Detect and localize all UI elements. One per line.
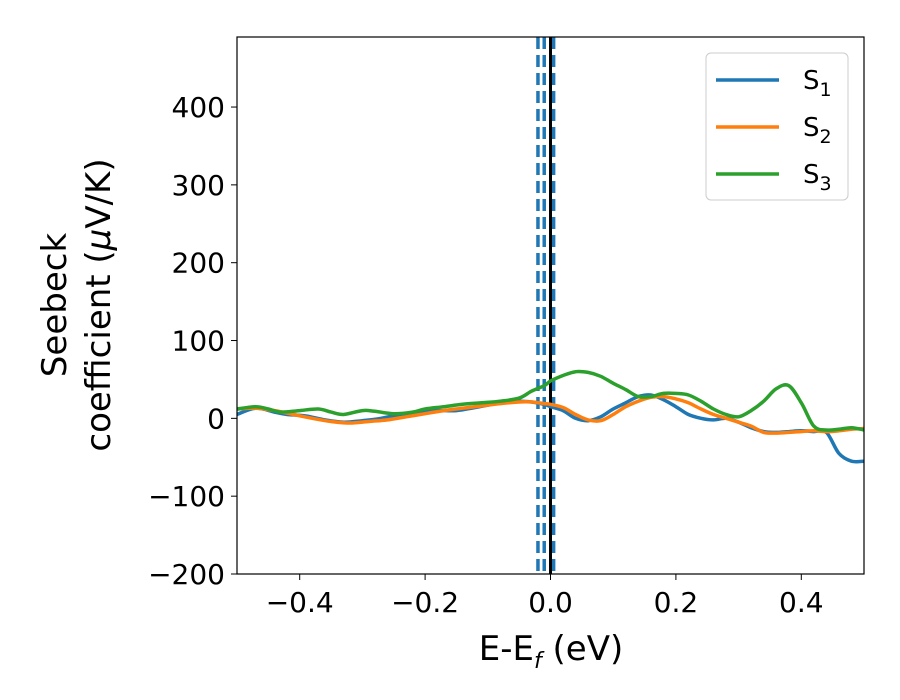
y-tick-label: 300 [172,169,225,202]
y-axis-title-line2: coefficient (μV/K) [79,158,119,451]
series-line-s3 [237,369,864,432]
series-line-s2 [237,394,864,435]
x-tick-label: 0.2 [654,586,699,619]
x-axis-title: E-Ef (eV) [479,629,624,674]
y-tick-label: −100 [148,480,225,513]
x-axis-title-subscript: f [534,649,545,674]
y-tick-label: 400 [172,91,225,124]
legend-label-s1: S1 [803,66,832,101]
y-tick-label: −200 [148,558,225,591]
y-tick-label: 200 [172,247,225,280]
x-tick-label: −0.4 [266,586,334,619]
legend-label-s3: S3 [803,160,832,195]
series-lines [237,369,864,464]
x-tick-label: 0.0 [528,586,573,619]
legend: S1 S2 S3 [705,52,849,201]
y-tick-label: 100 [172,325,225,358]
plot-frame [236,36,865,575]
x-tick-label: 0.4 [779,586,824,619]
y-axis-title-line1: Seebeck [35,233,75,378]
y-tick-label: 0 [207,402,225,435]
fermi-level-lines [536,37,556,574]
y-axis-title: Seebeck coefficient (μV/K) [35,158,119,451]
axis-ticks: −0.4 −0.2 0.0 0.2 0.4 −200 −100 0 100 200 300 400 [148,91,823,619]
legend-label-s2: S2 [803,113,832,148]
x-tick-label: −0.2 [391,586,459,619]
